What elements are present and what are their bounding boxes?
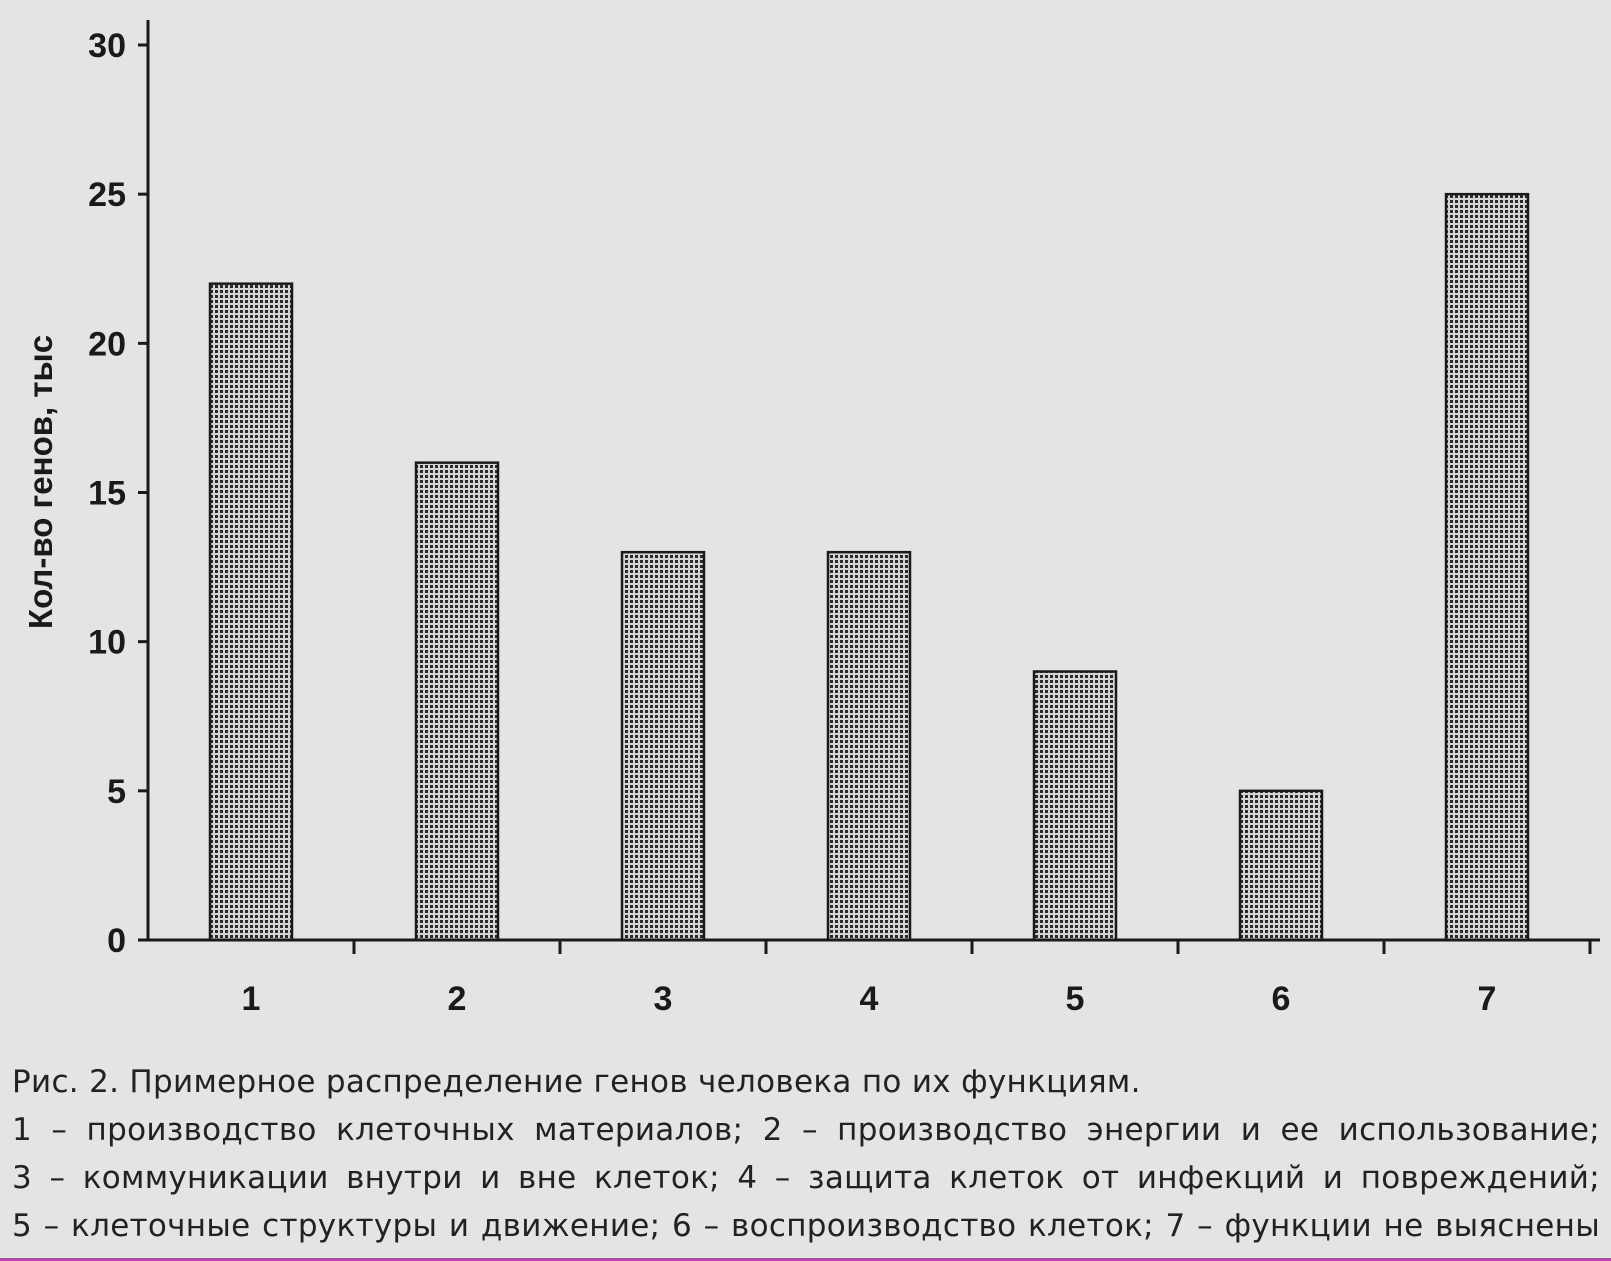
y-tick-label: 25 — [88, 176, 126, 214]
y-tick-label: 5 — [107, 773, 126, 811]
x-tick-label-5: 5 — [1066, 980, 1085, 1018]
x-tick-label-7: 7 — [1478, 980, 1497, 1018]
bars — [208, 192, 1530, 942]
tick-labels: 0 5 10 15 20 25 30 1 2 3 4 5 6 7 — [88, 27, 1496, 1018]
y-tick-label: 30 — [88, 27, 126, 65]
bar-6 — [1238, 789, 1324, 942]
bar-4 — [826, 550, 912, 942]
bar-chart: 0 5 10 15 20 25 30 1 2 3 4 5 6 7 Кол-во генов, тыс — [22, 20, 1600, 1018]
figure-caption: Рис. 2. Примерное распределение генов че… — [12, 1058, 1600, 1250]
caption-legend-line-2: 3 – коммуникации внутри и вне клеток; 4 … — [12, 1160, 1600, 1196]
caption-legend-line-3: 5 – клеточные структуры и движение; 6 – … — [12, 1208, 1600, 1244]
bar-2 — [414, 461, 500, 942]
y-tick-label: 0 — [107, 922, 126, 960]
bar-7 — [1444, 192, 1530, 942]
x-tick-label-4: 4 — [860, 980, 879, 1018]
y-axis-label: Кол-во генов, тыс — [22, 335, 59, 629]
x-tick-label-3: 3 — [654, 980, 673, 1018]
axes — [138, 20, 1600, 954]
bottom-border — [0, 1258, 1611, 1261]
y-tick-label: 15 — [88, 475, 126, 513]
x-tick-label-1: 1 — [242, 980, 261, 1018]
caption-title: Рис. 2. Примерное распределение генов че… — [12, 1064, 1141, 1100]
y-tick-label: 10 — [88, 624, 126, 662]
y-tick-label: 20 — [88, 325, 126, 363]
bar-5 — [1032, 670, 1118, 942]
caption-legend-line-1: 1 – производство клеточных материалов; 2… — [12, 1112, 1600, 1148]
bar-3 — [620, 550, 706, 942]
bar-1 — [208, 282, 294, 942]
x-tick-label-6: 6 — [1272, 980, 1291, 1018]
x-tick-label-2: 2 — [448, 980, 467, 1018]
